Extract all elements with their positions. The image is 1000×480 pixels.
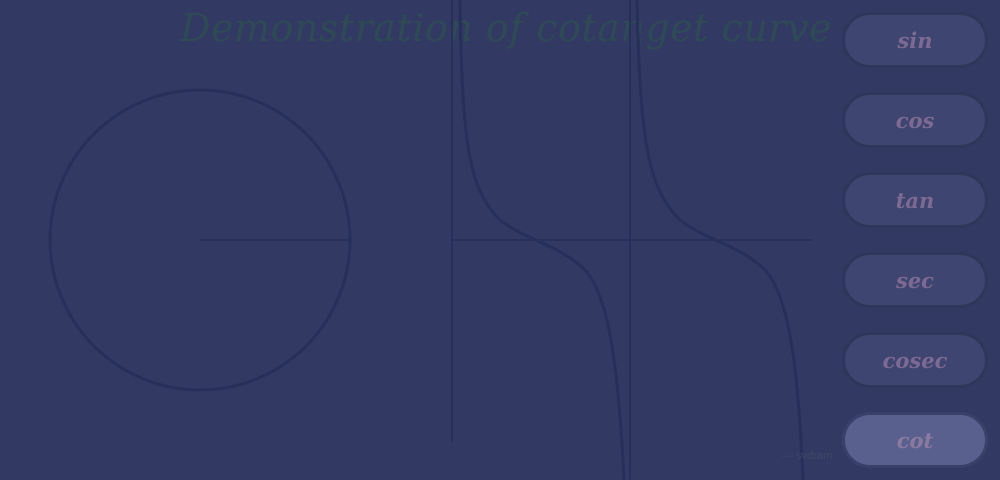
cot-curve-branch-2 — [635, 0, 805, 480]
tan-button[interactable]: tan — [842, 172, 988, 228]
cosec-button[interactable]: cosec — [842, 332, 988, 388]
page-title: Demonstration of cotanget curve — [180, 6, 832, 50]
diagram-canvas — [48, 0, 812, 480]
sin-button[interactable]: sin — [842, 12, 988, 68]
cot-curve-branch-1 — [458, 0, 626, 480]
credit-text: — svdram — [782, 450, 833, 462]
sec-button[interactable]: sec — [842, 252, 988, 308]
cos-button[interactable]: cos — [842, 92, 988, 148]
cot-button[interactable]: cot — [842, 412, 988, 468]
